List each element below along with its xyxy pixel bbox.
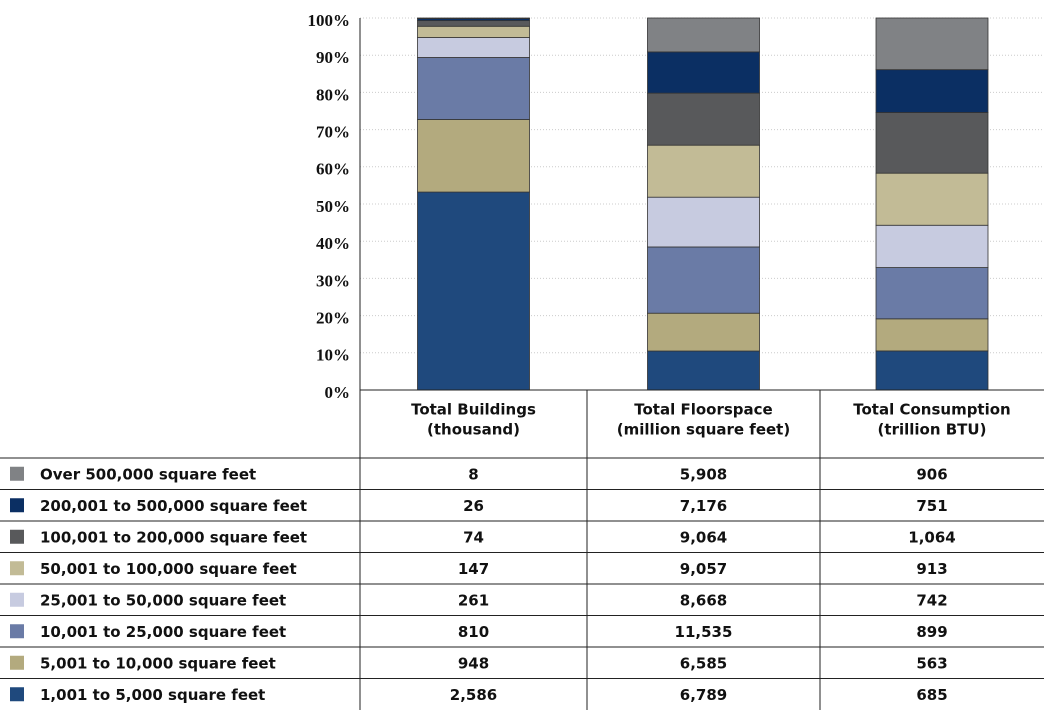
legend-swatch bbox=[10, 624, 24, 639]
bar-segment bbox=[417, 20, 530, 27]
bar-segment bbox=[875, 172, 989, 226]
bar-segment bbox=[875, 224, 989, 268]
legend-swatch bbox=[10, 592, 24, 607]
bar-segment bbox=[647, 144, 760, 198]
table-value: 147 bbox=[458, 560, 489, 578]
table-value: 8,668 bbox=[680, 591, 727, 609]
legend-label: Over 500,000 square feet bbox=[40, 465, 256, 483]
bar-segment bbox=[417, 119, 530, 193]
table-value: 899 bbox=[916, 623, 947, 641]
legend-label: 25,001 to 50,000 square feet bbox=[40, 591, 286, 609]
table-value: 1,064 bbox=[908, 528, 955, 546]
bar-segment bbox=[417, 191, 530, 391]
y-tick-label: 90% bbox=[316, 48, 350, 67]
y-tick-label: 40% bbox=[316, 234, 350, 253]
bar-segment bbox=[647, 17, 760, 53]
table-value: 6,789 bbox=[680, 686, 727, 704]
bar-segment bbox=[647, 350, 760, 391]
legend-label: 1,001 to 5,000 square feet bbox=[40, 686, 265, 704]
table-value: 74 bbox=[463, 528, 484, 546]
bar-segment bbox=[875, 267, 989, 320]
table-value: 906 bbox=[916, 465, 947, 483]
bar-segment bbox=[417, 57, 530, 120]
category-label: Total Consumption bbox=[853, 401, 1010, 419]
category-unit: (thousand) bbox=[427, 421, 520, 439]
category-label: Total Floorspace bbox=[634, 401, 772, 419]
table-value: 685 bbox=[916, 686, 947, 704]
bar-segment bbox=[647, 51, 760, 94]
y-tick-label: 60% bbox=[316, 160, 350, 179]
table-value: 9,057 bbox=[680, 560, 727, 578]
legend-swatch bbox=[10, 687, 24, 702]
legend-label: 50,001 to 100,000 square feet bbox=[40, 560, 297, 578]
bar-segment bbox=[647, 92, 760, 146]
bar-segment bbox=[417, 37, 530, 58]
y-tick-label: 100% bbox=[308, 11, 351, 30]
table-value: 7,176 bbox=[680, 497, 727, 515]
table-value: 261 bbox=[458, 591, 489, 609]
bar-segment bbox=[875, 69, 989, 113]
legend-label: 100,001 to 200,000 square feet bbox=[40, 528, 307, 546]
table-value: 563 bbox=[916, 654, 947, 672]
legend-label: 10,001 to 25,000 square feet bbox=[40, 623, 286, 641]
bar-segment bbox=[875, 17, 989, 71]
bar-segment bbox=[417, 17, 530, 20]
legend-swatch bbox=[10, 498, 24, 513]
table-value: 810 bbox=[458, 623, 489, 641]
table-value: 26 bbox=[463, 497, 484, 515]
table-value: 8 bbox=[468, 465, 478, 483]
bar-segment bbox=[875, 318, 989, 352]
y-tick-label: 10% bbox=[316, 346, 350, 365]
y-tick-label: 50% bbox=[316, 197, 350, 216]
category-unit: (trillion BTU) bbox=[878, 421, 987, 439]
category-label: Total Buildings bbox=[411, 401, 536, 419]
legend-swatch bbox=[10, 466, 24, 481]
legend-label: 5,001 to 10,000 square feet bbox=[40, 654, 276, 672]
bar-segment bbox=[647, 312, 760, 352]
legend-swatch bbox=[10, 529, 24, 544]
y-tick-label: 80% bbox=[316, 85, 350, 104]
bar-segment bbox=[647, 196, 760, 248]
bar-segment bbox=[647, 246, 760, 314]
legend-swatch bbox=[10, 561, 24, 576]
table-value: 6,585 bbox=[680, 654, 727, 672]
table-value: 948 bbox=[458, 654, 489, 672]
legend-label: 200,001 to 500,000 square feet bbox=[40, 497, 307, 515]
table-value: 742 bbox=[916, 591, 947, 609]
table-value: 11,535 bbox=[675, 623, 733, 641]
table-value: 9,064 bbox=[680, 528, 727, 546]
legend-swatch bbox=[10, 655, 24, 670]
table-value: 5,908 bbox=[680, 465, 727, 483]
table-value: 751 bbox=[916, 497, 947, 515]
table-value: 2,586 bbox=[450, 686, 497, 704]
y-tick-label: 30% bbox=[316, 271, 350, 290]
y-tick-label: 0% bbox=[325, 383, 351, 402]
table-value: 913 bbox=[916, 560, 947, 578]
category-unit: (million square feet) bbox=[617, 421, 790, 439]
y-tick-label: 20% bbox=[316, 309, 350, 328]
bar-segment bbox=[875, 112, 989, 174]
bar-segment bbox=[875, 350, 989, 391]
bar-segment bbox=[417, 25, 530, 38]
y-tick-label: 70% bbox=[316, 123, 350, 142]
